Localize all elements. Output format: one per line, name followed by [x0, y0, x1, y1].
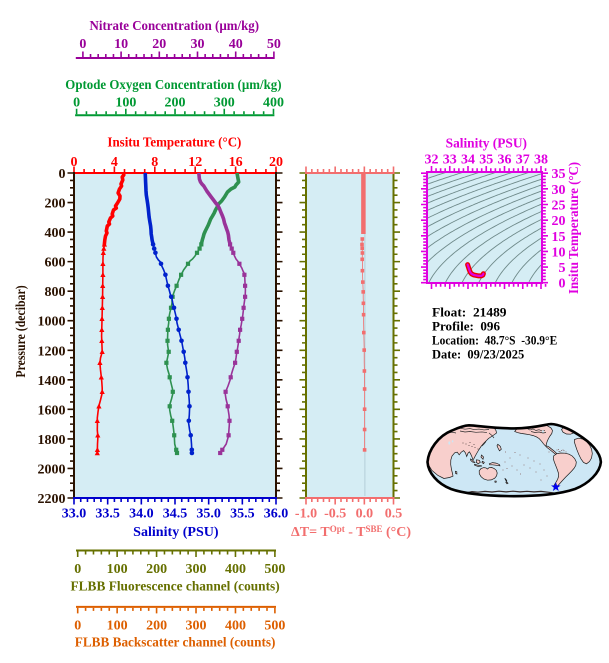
svg-text:500: 500: [264, 562, 285, 577]
svg-text:32: 32: [425, 152, 439, 167]
svg-text:12: 12: [188, 155, 202, 170]
svg-text:0: 0: [74, 562, 81, 577]
svg-text:Profile: 096: Profile: 096: [432, 319, 500, 334]
svg-text:Nitrate Concentration (µm/kg): Nitrate Concentration (µm/kg): [90, 19, 260, 34]
svg-text:100: 100: [107, 618, 128, 633]
svg-text:4: 4: [111, 155, 118, 170]
svg-text:40: 40: [229, 37, 243, 52]
svg-text:100: 100: [107, 562, 128, 577]
svg-text:33: 33: [443, 152, 457, 167]
svg-text:35.0: 35.0: [196, 507, 221, 522]
svg-text:34: 34: [461, 152, 475, 167]
svg-text:36.0: 36.0: [264, 507, 289, 522]
svg-text:0.0: 0.0: [356, 507, 374, 522]
svg-text:600: 600: [45, 256, 66, 271]
svg-text:Optode Oxygen Concentration (µ: Optode Oxygen Concentration (µm/kg): [65, 78, 282, 93]
svg-text:38: 38: [534, 152, 548, 167]
svg-text:-0.5: -0.5: [324, 507, 346, 522]
svg-text:200: 200: [165, 95, 186, 110]
svg-text:33.5: 33.5: [95, 507, 120, 522]
svg-text:0: 0: [71, 155, 78, 170]
svg-text:36: 36: [498, 152, 512, 167]
svg-text:33.0: 33.0: [62, 507, 87, 522]
svg-text:2200: 2200: [38, 492, 66, 507]
svg-text:-1.0: -1.0: [295, 507, 317, 522]
svg-text:0: 0: [79, 37, 86, 52]
svg-text:Salinity (PSU): Salinity (PSU): [133, 525, 219, 540]
svg-text:300: 300: [186, 618, 207, 633]
svg-text:0.5: 0.5: [385, 507, 403, 522]
svg-text:400: 400: [225, 562, 246, 577]
svg-text:400: 400: [225, 618, 246, 633]
svg-text:800: 800: [45, 285, 66, 300]
svg-text:34.5: 34.5: [163, 507, 188, 522]
svg-text:Insitu Temperature (°C): Insitu Temperature (°C): [567, 162, 582, 294]
svg-text:ΔT= TOpt - TSBE (°C): ΔT= TOpt - TSBE (°C): [291, 524, 411, 540]
svg-text:500: 500: [264, 618, 285, 633]
svg-text:FLBB Fluorescence channel (cou: FLBB Fluorescence channel (counts): [71, 579, 281, 594]
svg-text:10: 10: [552, 245, 566, 260]
svg-text:400: 400: [45, 226, 66, 241]
svg-text:200: 200: [146, 562, 167, 577]
svg-text:1200: 1200: [38, 344, 66, 359]
svg-text:8: 8: [151, 155, 158, 170]
svg-text:35: 35: [552, 167, 566, 182]
svg-text:10: 10: [114, 37, 128, 52]
svg-text:50: 50: [267, 37, 281, 52]
svg-text:35.5: 35.5: [230, 507, 255, 522]
svg-text:Insitu Temperature (°C): Insitu Temperature (°C): [107, 136, 241, 151]
svg-text:300: 300: [214, 95, 235, 110]
svg-text:0: 0: [59, 167, 66, 182]
svg-text:Float: 21489: Float: 21489: [432, 305, 507, 320]
svg-text:5: 5: [559, 261, 566, 276]
svg-text:1400: 1400: [38, 374, 66, 389]
svg-text:25: 25: [552, 199, 566, 214]
svg-text:16: 16: [229, 155, 243, 170]
svg-text:1800: 1800: [38, 433, 66, 448]
svg-text:1000: 1000: [38, 315, 66, 330]
svg-text:Location: 48.7°S -30.9°E: Location: 48.7°S -30.9°E: [432, 333, 557, 348]
svg-text:Date: 09/23/2025: Date: 09/23/2025: [432, 347, 525, 362]
svg-text:300: 300: [186, 562, 207, 577]
svg-text:200: 200: [146, 618, 167, 633]
svg-text:2000: 2000: [38, 462, 66, 477]
svg-text:1600: 1600: [38, 403, 66, 418]
svg-text:0: 0: [559, 277, 566, 292]
svg-text:35: 35: [479, 152, 493, 167]
svg-text:30: 30: [191, 37, 205, 52]
svg-text:0: 0: [74, 618, 81, 633]
svg-text:34.0: 34.0: [129, 507, 154, 522]
svg-text:15: 15: [552, 230, 566, 245]
svg-text:Pressure (decibar): Pressure (decibar): [14, 285, 29, 378]
svg-text:30: 30: [552, 183, 566, 198]
svg-text:0: 0: [73, 95, 80, 110]
svg-text:20: 20: [152, 37, 166, 52]
svg-text:100: 100: [115, 95, 136, 110]
svg-text:37: 37: [516, 152, 530, 167]
svg-text:FLBB Backscatter channel (coun: FLBB Backscatter channel (counts): [75, 636, 276, 651]
svg-text:20: 20: [269, 155, 283, 170]
svg-text:400: 400: [263, 95, 284, 110]
svg-text:20: 20: [552, 214, 566, 229]
svg-text:200: 200: [45, 197, 66, 212]
svg-text:Salinity (PSU): Salinity (PSU): [446, 137, 528, 152]
